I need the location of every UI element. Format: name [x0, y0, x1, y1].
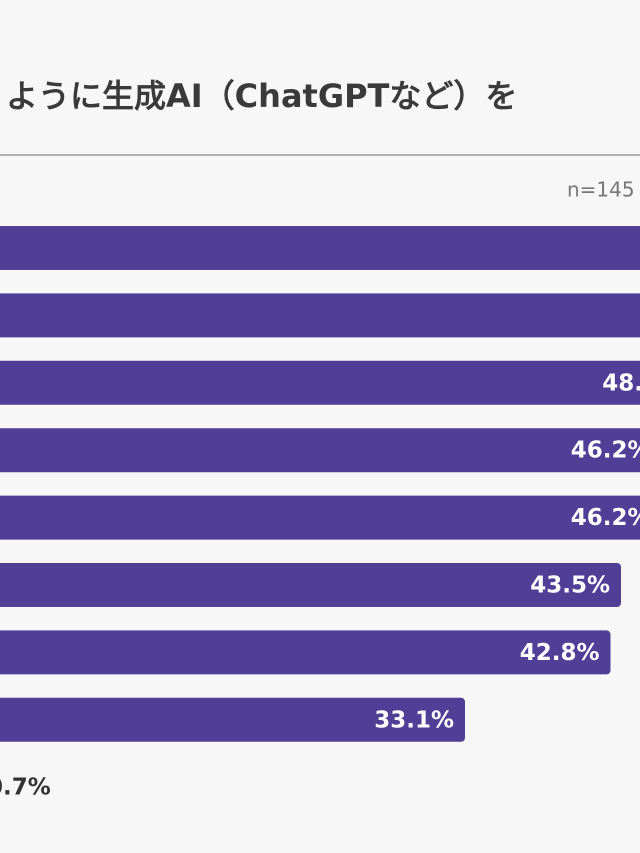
- bar: [0, 563, 621, 607]
- value-label: 46.2%: [571, 438, 640, 464]
- bar: [0, 428, 640, 473]
- bar: [0, 360, 640, 405]
- value-label: 42.8%: [520, 640, 600, 666]
- sample-size: n=145: [567, 178, 635, 202]
- bar: [0, 630, 611, 675]
- value-label: 33.1%: [374, 707, 454, 733]
- bar: [0, 226, 640, 270]
- bar: [0, 697, 465, 742]
- value-label: 46.2%: [571, 505, 640, 531]
- bar: [0, 293, 640, 338]
- bar: [0, 495, 640, 540]
- value-label: 0.7%: [0, 775, 51, 801]
- value-label: 43.5%: [530, 573, 610, 599]
- value-label: 48.3%: [602, 370, 640, 396]
- chart-title: ように生成AI（ChatGPTなど）を: [6, 77, 517, 115]
